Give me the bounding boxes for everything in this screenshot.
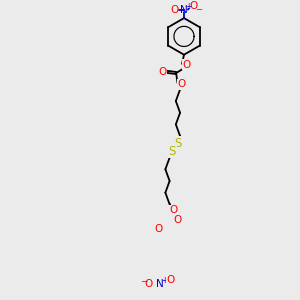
Text: O: O (169, 205, 177, 215)
Text: N: N (156, 279, 164, 289)
Text: O: O (158, 67, 166, 77)
Text: S: S (174, 137, 181, 150)
Text: O: O (167, 275, 175, 286)
Text: +: + (161, 276, 168, 285)
Text: O: O (178, 79, 186, 89)
Text: O: O (170, 4, 178, 15)
Text: N: N (180, 4, 188, 15)
Text: O: O (173, 215, 181, 225)
Text: −: − (140, 276, 147, 285)
Text: O: O (183, 59, 191, 70)
Text: −: − (196, 5, 202, 14)
Text: S: S (169, 145, 176, 158)
Text: +: + (185, 2, 192, 10)
Text: O: O (145, 279, 153, 289)
Text: O: O (154, 224, 162, 234)
Text: O: O (190, 1, 198, 11)
